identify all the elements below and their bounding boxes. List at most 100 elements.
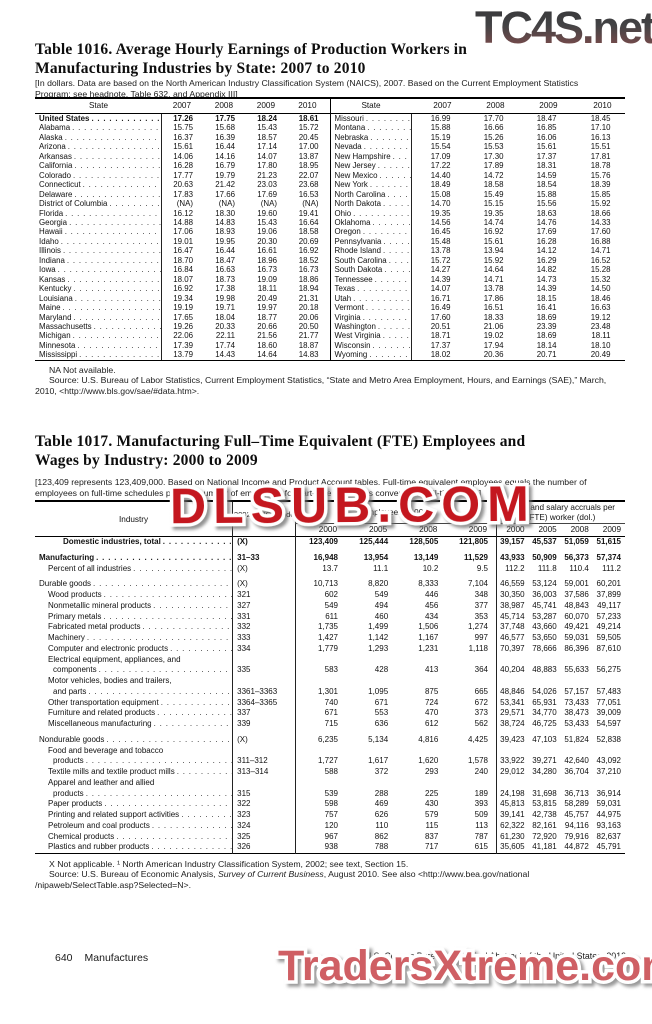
earnings-value: 19.79	[215, 170, 235, 180]
wage-value: 33,922	[495, 745, 529, 767]
earnings-value: 17.77	[173, 170, 193, 180]
employees-value: 1,735	[295, 622, 346, 633]
earnings-value: 20.36	[483, 350, 504, 360]
earnings-value: 16.37	[173, 132, 193, 142]
dot-leader	[74, 161, 161, 170]
state-row: Nevada 15.54 15.53 15.61 15.51	[331, 142, 625, 152]
state-label: North Dakota	[334, 199, 382, 209]
earnings-value: 17.10	[590, 123, 611, 133]
industry-label: and parts	[53, 686, 87, 696]
dot-leader	[384, 265, 410, 274]
section-name: Manufactures	[84, 952, 149, 964]
state-row: Pennsylvania 15.48 15.61 16.28 16.88	[331, 236, 625, 247]
wage-value: 44,872	[564, 842, 589, 852]
dot-leader	[370, 180, 411, 189]
employees-value: 1,779	[295, 643, 346, 655]
wage-value: 39,423	[495, 729, 529, 746]
wage-value: 59,505	[596, 633, 621, 642]
earnings-value: 17.60	[590, 227, 611, 237]
wage-value: 41,181	[532, 842, 557, 852]
earnings-value: 14.39	[536, 284, 557, 294]
industry-label: Apparel and leather and allied	[48, 777, 155, 787]
earnings-value: 19.26	[173, 321, 193, 331]
dot-leader	[154, 719, 233, 730]
state-name: New York	[331, 180, 412, 190]
column-header-year: 2008	[464, 99, 518, 114]
column-header-year: 2010	[288, 99, 330, 114]
earnings-value: 18.57	[257, 132, 277, 142]
state-label: New Jersey	[334, 161, 376, 171]
state-row: South Dakota 14.27 14.64 14.82 15.28	[331, 265, 625, 275]
wage-value: 35,605	[495, 842, 529, 854]
earnings-value: 19.95	[215, 236, 235, 246]
state-name: Massachusetts	[35, 321, 162, 332]
state-label: Tennessee	[334, 274, 373, 284]
wage-value: 57,157	[564, 686, 589, 696]
wage-value: 39,009	[596, 708, 621, 718]
state-name: Arkansas	[35, 151, 162, 162]
industry-label-line1: Apparel and leather and allied	[39, 778, 232, 789]
earnings-value: 13.79	[173, 350, 193, 360]
earnings-value: 17.22	[430, 161, 451, 171]
state-label: Michigan	[39, 331, 71, 341]
column-header-year: 2009	[468, 525, 487, 534]
wage-value: 37,586	[564, 590, 589, 599]
employees-value: 1,231	[418, 643, 439, 653]
earnings-value: 14.82	[536, 265, 557, 275]
state-row: Massachusetts 19.26 20.33 20.66 20.50	[35, 321, 330, 332]
naics-code: 337	[232, 708, 296, 719]
state-label: Oklahoma	[334, 217, 371, 227]
wage-value: 111.2	[602, 563, 621, 573]
wage-value: 51,824	[564, 734, 589, 744]
employees-value: 602	[295, 590, 346, 601]
wage-value: 53,650	[532, 633, 557, 642]
state-name: South Dakota	[331, 265, 412, 275]
earnings-value: 23.68	[298, 180, 319, 190]
employees-value: 1,274	[467, 622, 488, 632]
wage-value: 70,397	[495, 643, 529, 655]
state-row: Idaho 19.01 19.95 20.30 20.69	[35, 236, 330, 247]
employees-value: 611	[295, 611, 346, 623]
industry-name: Percent of all industries	[35, 564, 233, 575]
earnings-value: 14.64	[257, 350, 277, 360]
state-row: Maine 19.19 19.71 19.97 20.18	[35, 303, 330, 313]
naics-code: 326	[232, 842, 296, 854]
state-label: Minnesota	[39, 340, 76, 350]
earnings-value: 16.29	[536, 255, 557, 265]
industry-label: Wood products	[48, 590, 102, 599]
earnings-value: 23.39	[536, 321, 557, 331]
wage-value: 112.2	[495, 563, 529, 575]
earnings-value: 18.14	[536, 340, 557, 350]
earnings-value: 16.12	[173, 208, 193, 218]
employees-value: 724	[424, 697, 439, 707]
dot-leader	[143, 622, 233, 633]
industry-label-line: Primary metals	[39, 612, 232, 623]
industry-label-line: Nonmetallic mineral products	[39, 601, 232, 612]
earnings-value: 15.92	[483, 255, 504, 265]
source-prefix: Source: U.S. Bureau of Economic Analysis…	[49, 869, 219, 879]
state-name: New Hampshire	[331, 151, 412, 162]
state-label: Virginia	[334, 312, 361, 322]
table-1017: Industry 2002 NAICS code ¹ Employees (1,…	[35, 500, 625, 854]
naics-code: 325	[232, 831, 296, 843]
wage-value: 62,322	[495, 820, 529, 832]
state-label: Alabama	[39, 123, 71, 133]
naics-code: 334	[232, 643, 296, 655]
employees-value: 740	[295, 697, 346, 709]
earnings-value: 14.59	[536, 170, 557, 180]
earnings-value: 22.07	[298, 170, 319, 180]
dot-leader	[157, 708, 232, 719]
column-header-year: 2008	[204, 99, 246, 114]
earnings-value: 15.26	[483, 132, 504, 142]
page-number: 640	[55, 952, 73, 964]
industry-label-line: Miscellaneous manufacturing	[39, 719, 232, 730]
employees-value: 428	[374, 665, 389, 675]
earnings-value: 17.66	[215, 189, 235, 199]
wage-value: 42,738	[532, 810, 557, 819]
state-name: Kentucky	[35, 284, 162, 294]
earnings-value: 20.18	[298, 303, 319, 313]
wage-value: 77,051	[596, 697, 621, 707]
wage-value: 54,026	[532, 686, 557, 696]
naics-code: 335	[232, 654, 296, 676]
employees-value: 364	[474, 665, 488, 675]
